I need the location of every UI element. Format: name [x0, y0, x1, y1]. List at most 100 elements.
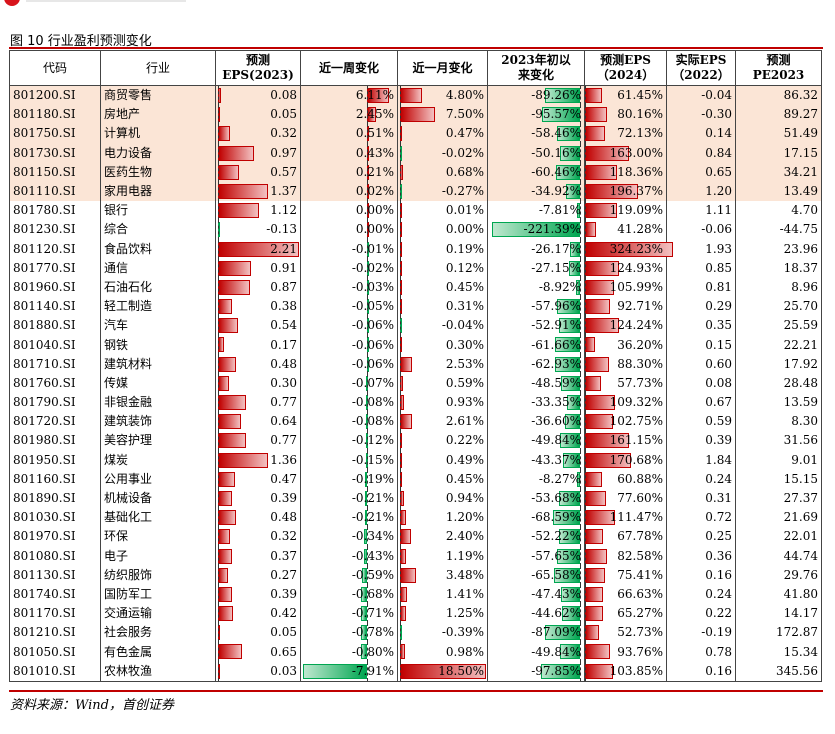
- cell-code: 801790.SI: [9, 393, 101, 413]
- bar-axis: [585, 354, 586, 374]
- cell-ytd: -50.16%: [487, 143, 585, 163]
- value-month: 1.41%: [445, 586, 484, 601]
- cell-eps2022: 0.67: [666, 393, 736, 413]
- bar-eps2024: [585, 529, 604, 545]
- cell-code: 801710.SI: [9, 354, 101, 374]
- bar-axis: [218, 584, 219, 605]
- bar-ytd: [555, 164, 580, 180]
- cell-month: -0.39%: [397, 623, 488, 643]
- bar-axis: [367, 258, 368, 278]
- bar-eps2023: [218, 529, 230, 545]
- cell-month: 0.98%: [397, 642, 488, 662]
- value-month: 4.80%: [445, 88, 484, 103]
- cell-eps2023: 0.48: [215, 354, 301, 374]
- cell-name: 电力设备: [100, 143, 216, 163]
- cell-eps2024: 102.75%: [584, 412, 667, 432]
- bar-axis: [400, 393, 401, 413]
- value-eps2024: 103.85%: [609, 663, 663, 678]
- cell-week: -0.19%: [300, 469, 398, 489]
- value-ytd: -33.35%: [531, 395, 581, 410]
- bar-axis: [367, 661, 368, 681]
- table-row: 801200.SI 商贸零售 0.08 6.11% 4.80% -89.26% 61.45%…: [9, 85, 822, 106]
- cell-name: 纺织服饰: [100, 565, 216, 585]
- bar-axis: [367, 373, 368, 393]
- cell-pe: 15.34: [735, 642, 822, 662]
- bar-axis: [585, 143, 586, 163]
- bar-eps2024: [585, 107, 607, 123]
- cell-week: -0.15%: [300, 450, 398, 470]
- value-eps2024: 65.27%: [617, 606, 663, 621]
- cell-pe: 51.49: [735, 124, 822, 144]
- value-week: -0.34%: [351, 529, 394, 544]
- table-row: 801790.SI 非银金融 0.77 -0.08% 0.93% -33.35% 109.3…: [9, 393, 822, 413]
- cell-code: 801980.SI: [9, 431, 101, 451]
- cell-eps2024: 196.37%: [584, 181, 667, 202]
- cell-eps2022: 1.20: [666, 181, 736, 202]
- value-week: -0.01%: [351, 241, 394, 256]
- bar-ytd: [554, 356, 580, 372]
- value-ytd: -8.92%: [538, 279, 581, 294]
- bar-axis: [580, 335, 581, 355]
- value-week: 0.43%: [355, 145, 394, 160]
- cell-week: 0.43%: [300, 143, 398, 163]
- source-note: 资料来源：Wind，首创证券: [10, 698, 174, 713]
- value-eps2023: 1.36: [270, 452, 297, 467]
- bar-axis: [400, 181, 401, 202]
- value-ytd: -49.84%: [531, 644, 581, 659]
- bar-axis: [400, 431, 401, 451]
- cell-code: 801030.SI: [9, 508, 101, 528]
- bar-axis: [585, 393, 586, 413]
- value-week: 0.21%: [355, 164, 394, 179]
- bar-axis: [585, 508, 586, 528]
- bar-month: [400, 529, 412, 545]
- value-ytd: -36.60%: [531, 414, 581, 429]
- bar-axis: [580, 469, 581, 489]
- cell-pe: 22.21: [735, 335, 822, 355]
- table-row: 801980.SI 美容护理 0.77 -0.12% 0.22% -49.84% 161.1…: [9, 431, 822, 451]
- cell-name: 通信: [100, 258, 216, 278]
- bar-axis: [367, 393, 368, 413]
- bar-axis: [585, 373, 586, 393]
- value-eps2023: 2.21: [270, 241, 297, 256]
- value-eps2024: 109.32%: [609, 395, 663, 410]
- cell-name: 石油石化: [100, 277, 216, 298]
- cell-ytd: -58.46%: [487, 124, 585, 144]
- cell-month: 0.19%: [397, 239, 488, 259]
- cell-week: -0.12%: [300, 431, 398, 451]
- value-eps2023: 0.48: [270, 510, 297, 525]
- cell-ytd: -8.92%: [487, 277, 585, 298]
- value-eps2023: 0.17: [270, 337, 297, 352]
- bar-axis: [585, 335, 586, 355]
- table-row: 801120.SI 食品饮料 2.21 -0.01% 0.19% -26.17% 324.2…: [9, 239, 822, 259]
- cell-name: 建筑材料: [100, 354, 216, 374]
- cell-ytd: -49.84%: [487, 642, 585, 662]
- cell-name: 机械设备: [100, 488, 216, 509]
- cell-month: -0.27%: [397, 181, 488, 202]
- value-ytd: -53.68%: [531, 491, 581, 506]
- bar-axis: [218, 393, 219, 413]
- cell-eps2022: 0.24: [666, 469, 736, 489]
- bar-axis: [218, 527, 219, 547]
- bar-axis: [585, 527, 586, 547]
- value-week: -0.78%: [351, 625, 394, 640]
- cell-pe: 86.32: [735, 85, 822, 106]
- bar-ytd: [560, 375, 580, 391]
- cell-eps2023: 0.39: [215, 584, 301, 605]
- table-row: 801050.SI 有色金属 0.65 -0.80% 0.98% -49.84% 93.76…: [9, 642, 822, 662]
- value-eps2024: 77.60%: [617, 491, 663, 506]
- bar-axis: [218, 258, 219, 278]
- value-eps2024: 67.78%: [617, 529, 663, 544]
- cell-pe: 21.69: [735, 508, 822, 528]
- cell-week: -0.43%: [300, 546, 398, 566]
- bar-axis: [218, 661, 219, 681]
- bar-axis: [400, 623, 401, 643]
- value-month: 1.20%: [445, 510, 484, 525]
- value-week: -0.15%: [351, 452, 394, 467]
- value-eps2024: 75.41%: [617, 567, 663, 582]
- value-week: -0.68%: [351, 586, 394, 601]
- value-eps2023: 0.77: [270, 395, 297, 410]
- cell-ytd: -87.09%: [487, 623, 585, 643]
- bar-ytd: [552, 510, 580, 526]
- cell-ytd: -8.27%: [487, 469, 585, 489]
- cell-eps2023: 0.64: [215, 412, 301, 432]
